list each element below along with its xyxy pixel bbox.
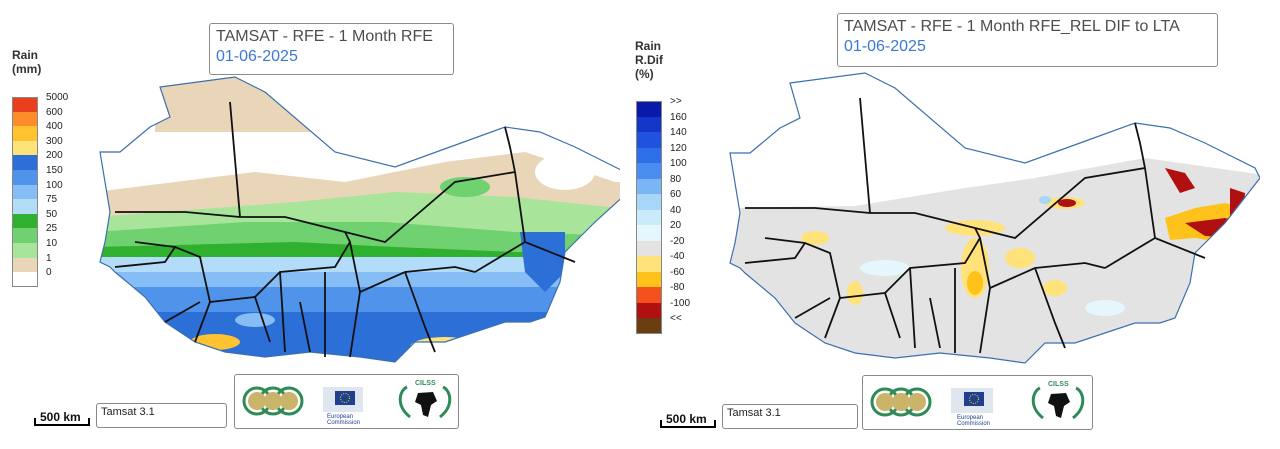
west-africa-rel-diff-map [729, 72, 1260, 364]
rel-diff-legend: >> 160 140 120 100 80 60 40 20 -20 -40 -60 -80 -100 << [636, 96, 706, 334]
legend-title: Rain (mm) [12, 48, 41, 76]
legend-label: 50 [46, 208, 58, 220]
legend-swatch [636, 302, 662, 318]
scale-bar-line [34, 418, 90, 426]
legend-label: 75 [46, 194, 58, 206]
partner-logos: European Commission CILSS [234, 374, 459, 429]
model-label-box: Tamsat 3.1 [96, 403, 227, 428]
legend-swatch [636, 256, 662, 272]
legend-label: -20 [670, 235, 685, 247]
legend-swatch [636, 194, 662, 210]
scale-bar: 500 km [34, 408, 94, 426]
legend-label: 100 [46, 179, 63, 191]
logo-caption-2: Commission [327, 420, 360, 426]
legend-label: 5000 [46, 92, 69, 103]
logo-caption-1: European [957, 415, 983, 421]
legend-swatch [636, 178, 662, 194]
legend-label: 100 [670, 158, 687, 169]
legend-label: 20 [670, 220, 682, 231]
legend-label: -60 [670, 266, 685, 278]
agrhymet-logo-icon [870, 387, 932, 417]
legend-label: << [670, 313, 682, 324]
legend-swatch [636, 225, 662, 241]
legend-label: -80 [670, 282, 685, 293]
legend-label: 400 [46, 121, 63, 133]
map-title-box: TAMSAT - RFE - 1 Month RFE_REL DIF to LT… [837, 13, 1218, 67]
rfe-panel: TAMSAT - RFE - 1 Month RFE 01-06-2025 Ra… [12, 23, 620, 429]
logo-caption-2: Commission [957, 421, 990, 427]
model-label-box: Tamsat 3.1 [722, 404, 858, 429]
legend-label: 120 [670, 142, 687, 154]
cilss-text: CILSS [415, 380, 436, 387]
legend-label: 80 [670, 173, 682, 185]
legend-title-line: R.Dif [635, 53, 663, 67]
legend-swatch [12, 155, 38, 170]
legend-swatch [12, 126, 38, 141]
legend-swatch [636, 271, 662, 287]
cilss-logo-icon: CILSS [1031, 381, 1085, 420]
cilss-text: CILSS [1048, 381, 1069, 388]
legend-swatch [12, 111, 38, 127]
legend-title-unit: (%) [635, 67, 654, 81]
legend-swatch [12, 257, 38, 273]
agrhymet-logo-icon [242, 386, 304, 416]
legend-swatch [636, 163, 662, 179]
map-title: TAMSAT - RFE - 1 Month RFE [216, 28, 433, 45]
legend-swatch [636, 147, 662, 163]
legend-label: 160 [670, 111, 687, 123]
rain-legend: 5000 600 400 300 200 150 100 75 50 25 10 1 0 [12, 92, 82, 287]
scale-bar-line [660, 420, 716, 428]
european-commission-logo-icon: European Commission [323, 387, 363, 426]
legend-label: 140 [670, 127, 687, 138]
legend-label: 25 [46, 223, 58, 235]
legend-label: -100 [670, 297, 691, 309]
scale-bar: 500 km [660, 410, 720, 428]
legend-label: 150 [46, 165, 63, 176]
legend-swatch [12, 243, 38, 258]
legend-swatch [636, 116, 662, 132]
legend-label: >> [670, 96, 682, 107]
map-date: 01-06-2025 [844, 38, 926, 55]
legend-swatch [12, 140, 38, 156]
legend-label: 10 [46, 238, 58, 249]
legend-swatch [12, 213, 38, 229]
legend-swatch [636, 101, 662, 117]
legend-swatch [636, 132, 662, 148]
legend-label: 200 [46, 150, 63, 162]
model-label: Tamsat 3.1 [727, 407, 781, 419]
logo-caption-1: European [327, 414, 353, 420]
legend-swatch [636, 318, 662, 334]
legend-swatch [12, 170, 38, 185]
legend-swatch [12, 184, 38, 200]
legend-label: -40 [670, 251, 685, 262]
model-label: Tamsat 3.1 [101, 406, 155, 418]
legend-swatch [636, 240, 662, 256]
scale-bar-label: 500 km [40, 410, 81, 424]
legend-label: 40 [670, 204, 682, 216]
rfe-rel-diff-panel: TAMSAT - RFE - 1 Month RFE_REL DIF to LT… [635, 0, 1280, 449]
european-commission-logo-icon: European Commission [951, 388, 993, 427]
legend-swatch [12, 199, 38, 214]
west-africa-rainfall-map [99, 76, 620, 363]
map-title: TAMSAT - RFE - 1 Month RFE_REL DIF to LT… [844, 18, 1180, 35]
legend-title-line: Rain [635, 39, 662, 53]
partner-logos: European Commission CILSS [862, 375, 1093, 430]
legend-swatch [636, 209, 662, 225]
legend-title-unit: (mm) [12, 62, 42, 76]
cilss-logo-icon: CILSS [398, 380, 452, 419]
scale-bar-label: 500 km [666, 412, 707, 426]
legend-swatch [12, 272, 38, 287]
legend-label: 60 [670, 189, 682, 200]
legend-label: 600 [46, 106, 63, 118]
legend-swatch [636, 287, 662, 303]
legend-title: Rain R.Dif (%) [635, 39, 663, 81]
legend-label: 0 [46, 267, 52, 279]
legend-title-line: Rain [12, 48, 39, 62]
legend-label: 1 [46, 252, 52, 264]
legend-swatch [12, 228, 38, 243]
legend-label: 300 [46, 135, 63, 147]
map-title-box: TAMSAT - RFE - 1 Month RFE 01-06-2025 [209, 23, 454, 75]
map-date: 01-06-2025 [216, 48, 298, 65]
legend-swatch [12, 97, 38, 112]
